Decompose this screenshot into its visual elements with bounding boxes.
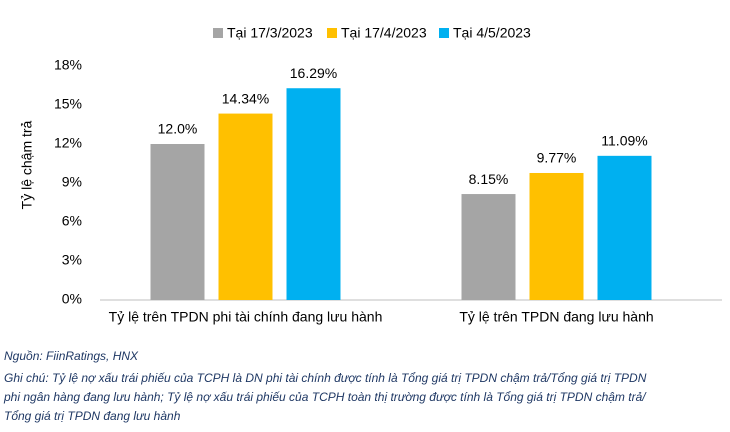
value-label: 14.34% — [222, 90, 269, 106]
note-line: phi ngân hàng đang lưu hành; Tỷ lệ nợ xấ… — [3, 390, 647, 404]
y-tick-label: 6% — [62, 213, 82, 229]
bar — [529, 172, 584, 300]
source: Nguồn: FiinRatings, HNX — [4, 349, 139, 363]
x-tick-label: Tỷ lệ trên TPDN phi tài chính đang lưu h… — [109, 309, 383, 325]
legend-swatch — [327, 28, 337, 38]
x-tick-label: Tỷ lệ trên TPDN đang lưu hành — [459, 309, 653, 325]
legend-label: Tại 17/4/2023 — [341, 25, 427, 41]
bar — [218, 113, 273, 300]
y-tick-label: 15% — [54, 96, 82, 112]
value-label: 11.09% — [601, 133, 647, 149]
legend-swatch — [213, 28, 223, 38]
y-tick-label: 12% — [54, 135, 82, 151]
y-tick-label: 9% — [62, 174, 82, 190]
note-line: Ghi chú: Tỷ lệ nợ xấu trái phiếu của TCP… — [4, 371, 647, 385]
value-label: 12.0% — [158, 121, 198, 137]
legend-label: Tại 17/3/2023 — [227, 25, 313, 41]
bar — [150, 144, 205, 300]
legend-swatch — [439, 28, 449, 38]
bar — [286, 88, 341, 300]
value-label: 16.29% — [290, 65, 337, 81]
y-axis-label: Tỷ lệ chậm trả — [19, 120, 35, 209]
legend-label: Tại 4/5/2023 — [453, 25, 531, 41]
value-label: 8.15% — [469, 171, 509, 187]
bar — [461, 194, 516, 300]
value-label: 9.77% — [537, 150, 577, 166]
y-tick-label: 18% — [54, 57, 82, 73]
note-line: Tổng giá trị TPDN đang lưu hành — [4, 409, 181, 423]
bar — [597, 155, 652, 300]
y-tick-label: 0% — [62, 291, 82, 307]
y-tick-label: 3% — [62, 252, 82, 268]
